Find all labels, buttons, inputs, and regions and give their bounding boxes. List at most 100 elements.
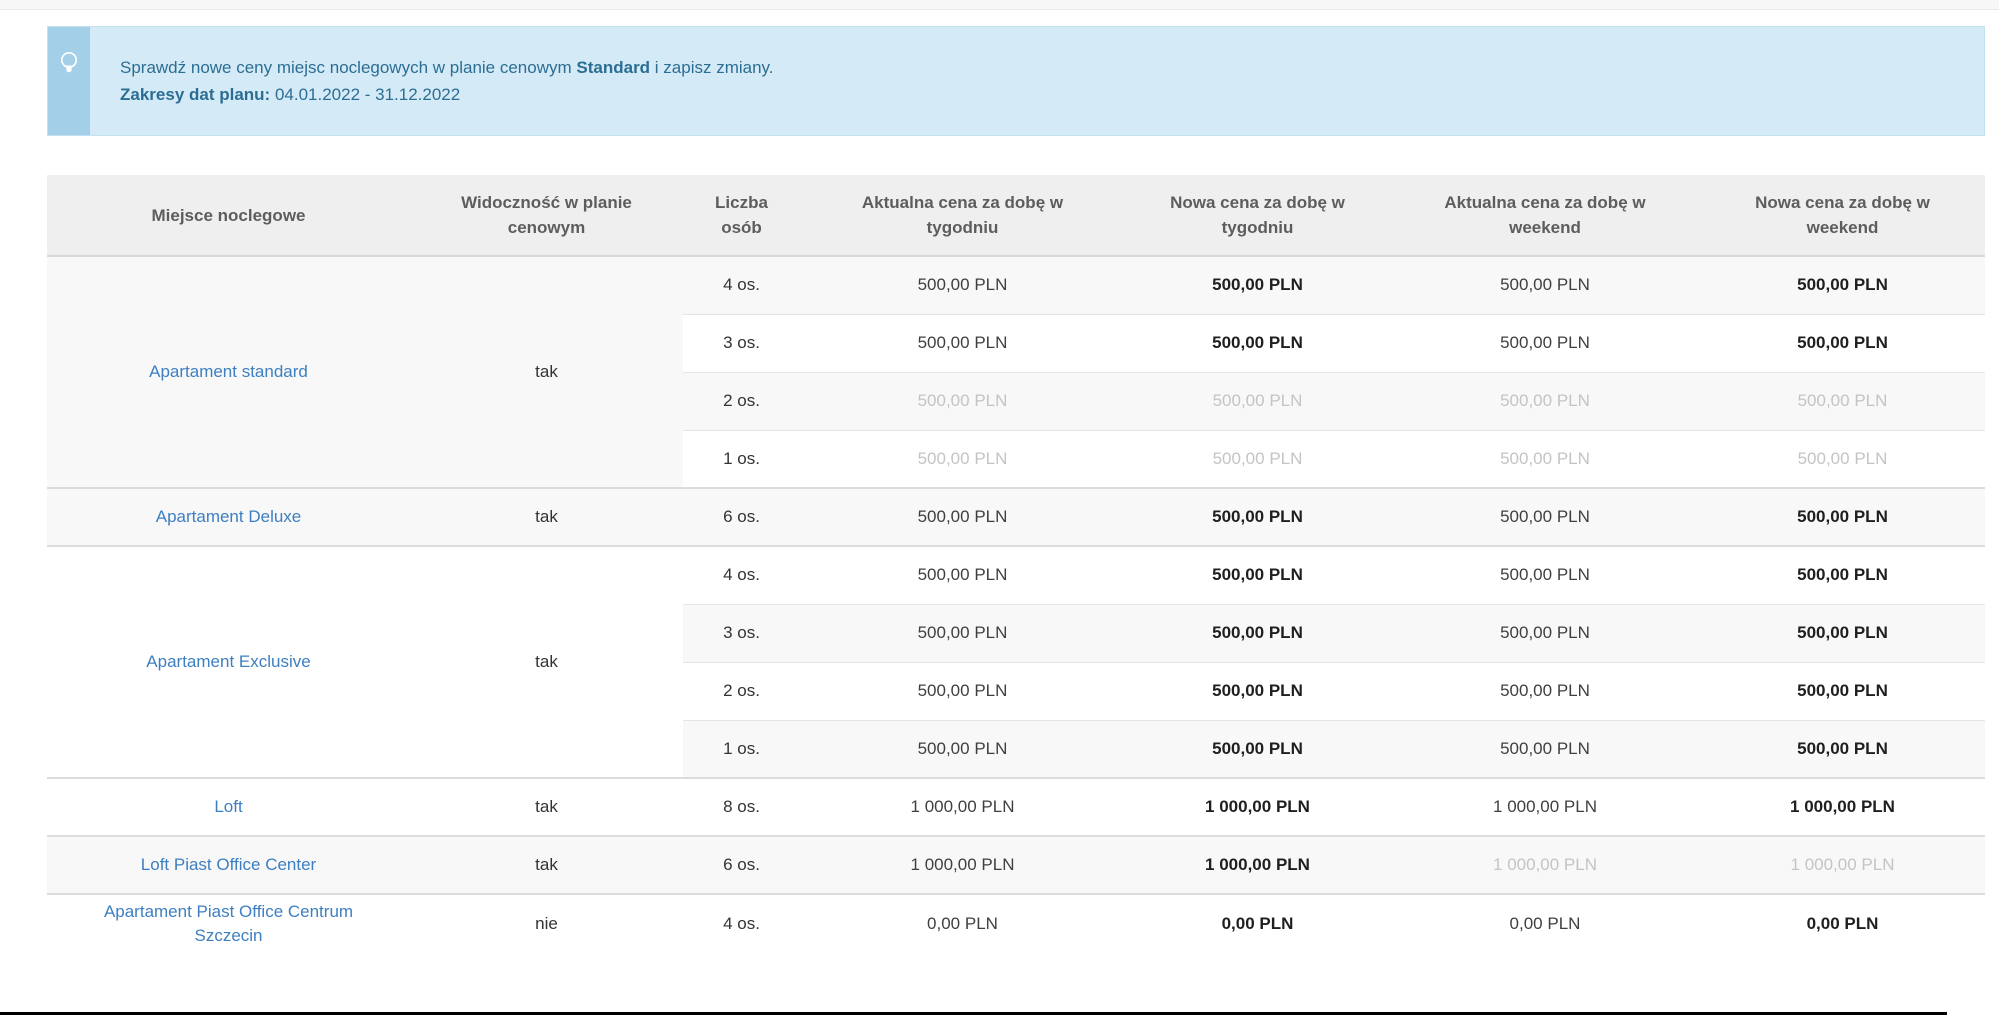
bottom-frame-line [0, 1012, 1947, 1015]
new-week-cell: 500,00 PLN [1125, 371, 1390, 430]
column-header-new-weekend: Nowa cena za dobę w weekend [1700, 175, 1985, 257]
new-week-cell: 500,00 PLN [1212, 275, 1303, 295]
new-week-cell: 500,00 PLN [1125, 603, 1390, 662]
current-weekend-cell: 500,00 PLN [1390, 719, 1700, 778]
persons-cell: 4 os. [683, 893, 800, 952]
table-row: Apartament Piast Office Centrum Szczecin… [47, 893, 1985, 952]
current-week-cell: 1 000,00 PLN [800, 835, 1125, 894]
current-weekend-cell: 500,00 PLN [1390, 371, 1700, 430]
table-row: Apartament standard tak 4 os. 500,00 PLN 500… [47, 256, 1985, 488]
new-weekend-cell: 500,00 PLN [1700, 719, 1985, 778]
visibility-cell: nie [410, 893, 683, 952]
current-week-cell: 500,00 PLN [800, 371, 1125, 430]
new-weekend-cell: 500,00 PLN [1700, 371, 1985, 430]
plan-name: Standard [576, 58, 651, 77]
persons-cell: 3 os. [683, 313, 800, 372]
current-weekend-cell: 500,00 PLN [1390, 429, 1700, 488]
date-range-value: 04.01.2022 - 31.12.2022 [270, 85, 461, 104]
new-weekend-cell: 1 000,00 PLN [1700, 835, 1985, 894]
current-weekend-cell: 500,00 PLN [1390, 313, 1700, 372]
persons-cell: 1 os. [683, 719, 800, 778]
persons-cell: 6 os. [683, 487, 800, 546]
visibility-cell: tak [410, 487, 683, 546]
info-banner: Sprawdź nowe ceny miejsc noclegowych w p… [47, 26, 1985, 136]
banner-text: Sprawdź nowe ceny miejsc noclegowych w p… [90, 27, 1984, 135]
new-week-cell: 500,00 PLN [1125, 487, 1390, 546]
banner-line1-prefix: Sprawdź nowe ceny miejsc noclegowych w p… [120, 58, 577, 77]
column-header-new-week: Nowa cena za dobę w tygodniu [1125, 175, 1390, 257]
date-range-label: Zakresy dat planu: [120, 85, 271, 104]
lightbulb-icon [56, 49, 82, 90]
new-week-cell: 1 000,00 PLN [1125, 835, 1390, 894]
table-row: 2 os. 500,00 PLN 500,00 PLN 500,00 PLN 500,0… [47, 661, 1985, 720]
visibility-cell: tak [410, 256, 683, 488]
property-name-cell: Apartament Exclusive [47, 545, 410, 778]
new-week-cell: 500,00 PLN [1125, 661, 1390, 720]
property-name-cell: Apartament Piast Office Centrum Szczecin [47, 893, 410, 952]
column-header-visibility: Widoczność w planie cenowym [410, 175, 683, 257]
new-week-cell: 1 000,00 PLN [1125, 777, 1390, 836]
column-header-persons: Liczba osób [683, 175, 800, 257]
current-weekend-cell: 500,00 PLN [1390, 487, 1700, 546]
new-weekend-cell: 500,00 PLN [1700, 487, 1985, 546]
current-week-cell: 500,00 PLN [800, 545, 1125, 604]
pricing-table: Miejsce noclegowe Widoczność w planie ce… [47, 175, 1985, 952]
persons-cell: 6 os. [683, 835, 800, 894]
banner-line2: Zakresy dat planu: 04.01.2022 - 31.12.20… [120, 81, 1954, 108]
table-row: Apartament Deluxe tak 6 os. 500,00 PLN 500,0… [47, 487, 1985, 546]
visibility-cell: tak [410, 835, 683, 894]
current-weekend-cell: 500,00 PLN [1500, 275, 1590, 295]
current-week-cell: 500,00 PLN [800, 487, 1125, 546]
new-week-cell: 500,00 PLN [1125, 313, 1390, 372]
current-week-cell: 500,00 PLN [800, 313, 1125, 372]
persons-cell: 3 os. [683, 603, 800, 662]
column-header-current-week: Aktualna cena za dobę w tygodniu [800, 175, 1125, 257]
new-weekend-cell: 500,00 PLN [1797, 275, 1888, 295]
property-link[interactable]: Loft [214, 797, 243, 816]
new-week-cell: 500,00 PLN [1125, 429, 1390, 488]
table-header: Miejsce noclegowe Widoczność w planie ce… [47, 175, 1985, 257]
current-week-cell: 500,00 PLN [800, 603, 1125, 662]
property-link[interactable]: Loft Piast Office Center [140, 855, 317, 874]
column-header-current-weekend: Aktualna cena za dobę w weekend [1390, 175, 1700, 257]
property-link[interactable]: Apartament Exclusive [146, 652, 311, 671]
current-weekend-cell: 500,00 PLN [1390, 603, 1700, 662]
current-weekend-cell: 500,00 PLN [1390, 545, 1700, 604]
current-week-cell: 500,00 PLN [917, 275, 1008, 295]
property-name-cell: Apartament Deluxe [47, 487, 410, 546]
new-weekend-cell: 1 000,00 PLN [1700, 777, 1985, 836]
table-row: Apartament Exclusive tak 4 os. 500,00 PLN 50… [47, 545, 1985, 778]
table-row: 3 os. 500,00 PLN 500,00 PLN 500,00 PLN 500,0… [47, 313, 1985, 372]
property-name-cell: Apartament standard [47, 256, 410, 488]
property-link[interactable]: Apartament Piast Office Centrum Szczecin [103, 901, 354, 945]
persons-cell: 8 os. [683, 777, 800, 836]
current-weekend-cell: 1 000,00 PLN [1390, 777, 1700, 836]
visibility-cell: tak [410, 777, 683, 836]
current-week-cell: 500,00 PLN [800, 661, 1125, 720]
property-link[interactable]: Apartament standard [149, 362, 308, 381]
current-weekend-cell: 0,00 PLN [1390, 893, 1700, 952]
visibility-cell: tak [410, 545, 683, 778]
new-week-cell: 500,00 PLN [1125, 719, 1390, 778]
table-row: Loft tak 8 os. 1 000,00 PLN 1 000,00 PLN 1 00… [47, 777, 1985, 836]
top-bar [0, 0, 1999, 10]
new-weekend-cell: 500,00 PLN [1700, 429, 1985, 488]
table-row: Loft Piast Office Center tak 6 os. 1 000,00… [47, 835, 1985, 894]
new-week-cell: 500,00 PLN [1125, 545, 1390, 604]
new-weekend-cell: 500,00 PLN [1700, 603, 1985, 662]
current-week-cell: 500,00 PLN [800, 719, 1125, 778]
new-week-cell: 0,00 PLN [1125, 893, 1390, 952]
banner-line1-suffix: i zapisz zmiany. [650, 58, 774, 77]
persons-cell: 4 os. [683, 545, 800, 604]
property-link[interactable]: Apartament Deluxe [155, 507, 302, 526]
banner-icon-strip [48, 27, 90, 135]
column-header-property: Miejsce noclegowe [47, 175, 410, 257]
property-name-cell: Loft Piast Office Center [47, 835, 410, 894]
new-weekend-cell: 500,00 PLN [1700, 313, 1985, 372]
current-week-cell: 0,00 PLN [800, 893, 1125, 952]
banner-line1: Sprawdź nowe ceny miejsc noclegowych w p… [120, 54, 1954, 81]
pricing-table-body: Apartament standard tak 4 os. 500,00 PLN 500… [47, 256, 1985, 952]
new-weekend-cell: 500,00 PLN [1700, 545, 1985, 604]
current-week-cell: 1 000,00 PLN [800, 777, 1125, 836]
